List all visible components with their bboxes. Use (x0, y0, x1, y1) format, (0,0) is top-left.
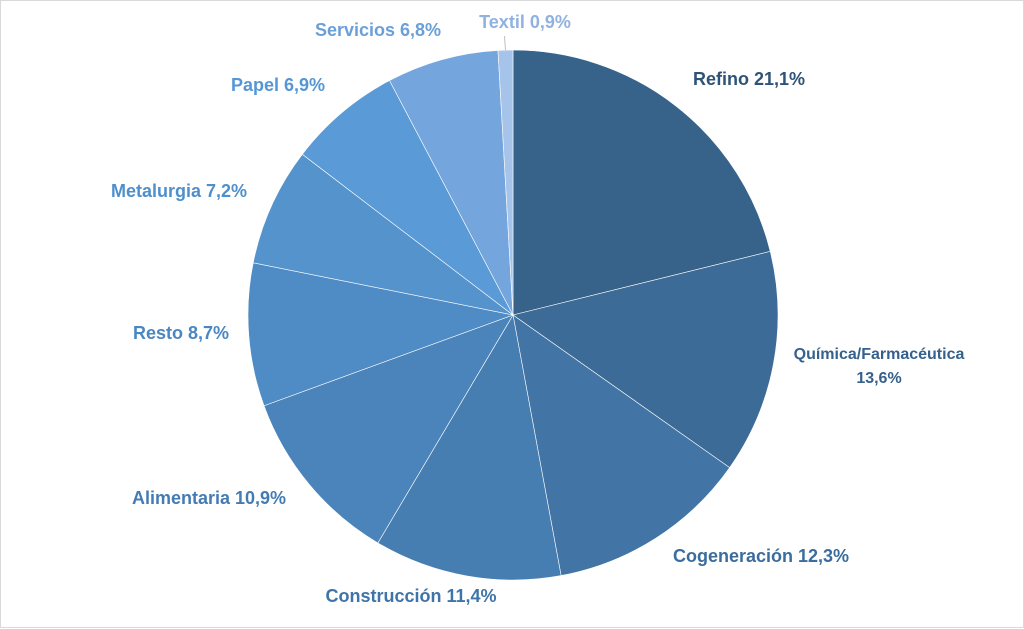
pie-slice-resto (247, 262, 515, 407)
slice-label-qu-mica-farmac-utica: Química/Farmacéutica 13,6% (794, 346, 965, 387)
leader-line (503, 35, 506, 51)
pie-slice-cogeneraci-n (512, 314, 731, 576)
leader-lines (503, 35, 506, 51)
slice-label-metalurgia: Metalurgia 7,2% (111, 181, 247, 201)
slice-label-textil: Textil 0,9% (479, 12, 571, 32)
slice-label-servicios: Servicios 6,8% (315, 20, 441, 40)
pie-slices (247, 49, 779, 581)
slice-label-refino: Refino 21,1% (693, 69, 805, 89)
pie-slice-papel (301, 80, 514, 316)
pie-slice-servicios (389, 50, 514, 316)
pie-slice-construcci-n (377, 314, 562, 581)
slice-label-alimentaria: Alimentaria 10,9% (132, 488, 286, 508)
pie-slice-qu-mica-farmac-utica (512, 251, 779, 469)
pie-slice-alimentaria (263, 314, 514, 544)
pie-slice-refino (512, 49, 771, 316)
slice-label-construcci-n: Construcción 11,4% (325, 586, 496, 606)
pie-slice-metalurgia (252, 153, 514, 316)
slice-label-resto: Resto 8,7% (133, 323, 229, 343)
slice-labels: Refino 21,1% Química/Farmacéutica 13,6% Cog… (111, 12, 964, 606)
slice-label-papel: Papel 6,9% (231, 75, 325, 95)
slice-label-cogeneraci-n: Cogeneración 12,3% (673, 546, 849, 566)
